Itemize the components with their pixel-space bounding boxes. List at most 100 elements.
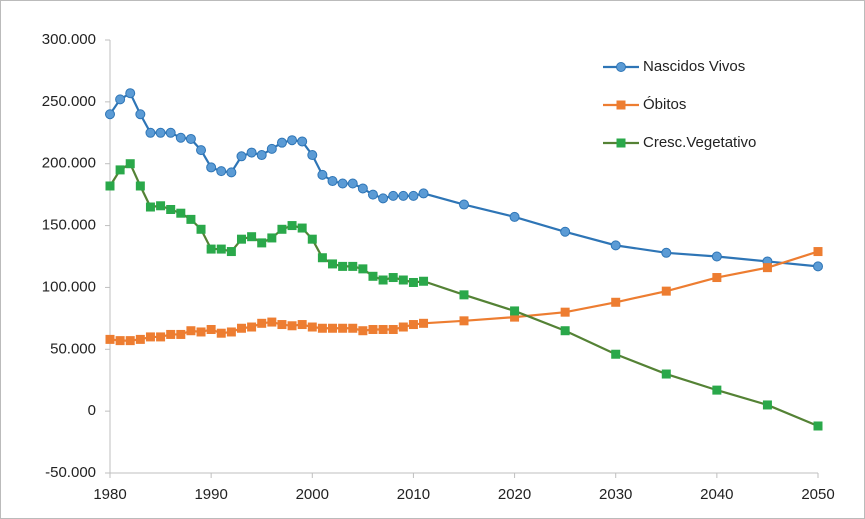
x-tick-label: 2050 [801, 486, 834, 503]
point [459, 290, 469, 300]
point [206, 244, 216, 254]
y-tick-label: 300.000 [42, 31, 96, 48]
point [510, 306, 520, 316]
point [185, 133, 196, 144]
point [388, 324, 398, 334]
point [616, 100, 626, 110]
point [388, 273, 398, 283]
point [287, 135, 298, 146]
point [266, 143, 277, 154]
point [459, 316, 469, 326]
point [762, 263, 772, 273]
point [176, 208, 186, 218]
series-line [109, 250, 819, 342]
point [276, 137, 287, 148]
point [145, 127, 156, 138]
x-tick-label: 2010 [397, 486, 430, 503]
point [246, 147, 257, 158]
point [297, 223, 307, 233]
point [338, 323, 348, 333]
point [236, 234, 246, 244]
point [257, 238, 267, 248]
x-tick-label: 1990 [194, 486, 227, 503]
point [711, 251, 722, 262]
point [115, 165, 125, 175]
point [105, 181, 115, 191]
point [166, 204, 176, 214]
point [408, 320, 418, 330]
point [307, 150, 318, 161]
legend-label: Óbitos [643, 96, 686, 113]
point [813, 247, 823, 257]
y-tick-label: 100.000 [42, 278, 96, 295]
point [611, 297, 621, 307]
point [328, 323, 338, 333]
point [186, 326, 196, 336]
point [317, 323, 327, 333]
point [135, 334, 145, 344]
point [145, 332, 155, 342]
point [105, 109, 115, 120]
point [712, 385, 722, 395]
point [165, 127, 176, 138]
point [408, 190, 419, 201]
x-tick-label: 2040 [700, 486, 733, 503]
point [277, 224, 287, 234]
point [616, 62, 626, 72]
point [176, 329, 186, 339]
point [156, 201, 166, 211]
point [357, 183, 368, 194]
point [156, 332, 166, 342]
point [368, 271, 378, 281]
y-tick-label: -50.000 [45, 464, 96, 481]
point [307, 234, 317, 244]
point [196, 327, 206, 337]
point [419, 276, 429, 286]
point [328, 259, 338, 269]
point [378, 324, 388, 334]
point [560, 226, 571, 237]
point [135, 109, 146, 120]
point [206, 162, 217, 173]
point [509, 211, 520, 222]
x-tick-label: 2000 [296, 486, 329, 503]
point [145, 202, 155, 212]
point [378, 193, 389, 204]
point [125, 88, 136, 99]
point [186, 214, 196, 224]
point [247, 322, 257, 332]
point [398, 190, 409, 201]
point [297, 320, 307, 330]
point [459, 199, 469, 210]
point [610, 240, 621, 251]
point [135, 181, 145, 191]
point [155, 127, 166, 138]
point [277, 320, 287, 330]
point [166, 329, 176, 339]
y-tick-label: 0 [88, 402, 96, 419]
point [611, 349, 621, 359]
point [327, 176, 338, 187]
point [378, 275, 388, 285]
point [762, 400, 772, 410]
point [216, 328, 226, 338]
point [216, 244, 226, 254]
point [226, 327, 236, 337]
y-tick-label: 150.000 [42, 217, 96, 234]
point [175, 132, 186, 143]
point [358, 264, 368, 274]
legend-label: Cresc.Vegetativo [643, 134, 756, 151]
point [408, 277, 418, 287]
point [317, 169, 328, 180]
point [236, 323, 246, 333]
point [257, 318, 267, 328]
legend-label: Nascidos Vivos [643, 58, 745, 75]
point [125, 159, 135, 169]
point [115, 336, 125, 346]
point [661, 247, 672, 258]
point [267, 233, 277, 243]
point [388, 190, 399, 201]
series-line [109, 91, 819, 268]
